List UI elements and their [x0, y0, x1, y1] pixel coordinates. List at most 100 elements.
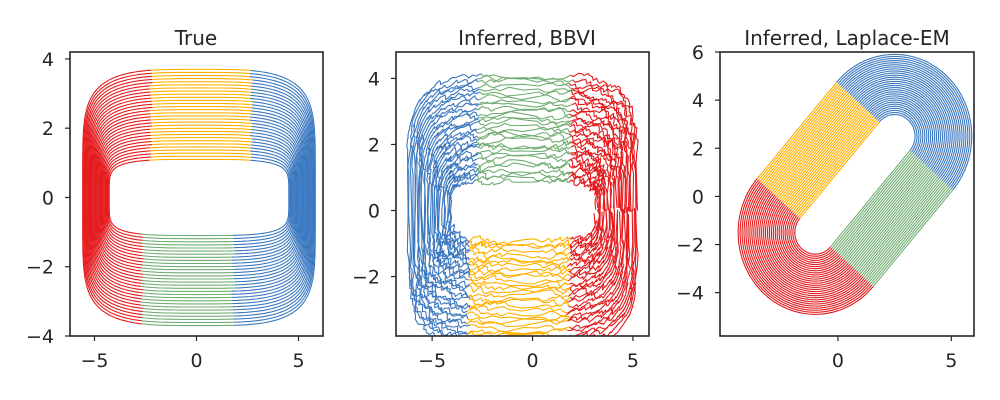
- trajectory-state-3: [251, 122, 301, 198]
- trajectory-state-1: [853, 78, 949, 175]
- trajectory-state-4: [467, 289, 569, 299]
- trajectory-state-3: [567, 211, 622, 303]
- trajectory-state-2: [150, 112, 251, 115]
- trajectory-state-3: [570, 144, 610, 210]
- trajectory-state-1: [83, 72, 152, 322]
- trajectory-state-3: [233, 197, 302, 277]
- trajectory-state-4: [143, 245, 235, 249]
- trajectory-state-2: [478, 117, 571, 127]
- trajectory-state-2: [477, 76, 570, 86]
- trajectory-state-1: [432, 141, 479, 278]
- trajectory-state-4: [833, 152, 914, 250]
- trajectory-state-3: [250, 69, 316, 198]
- trajectory-state-3: [764, 197, 854, 286]
- trajectory-state-1: [103, 141, 152, 254]
- trajectory-state-4: [467, 331, 571, 336]
- trajectory-state-3: [749, 186, 865, 303]
- trajectory-state-2: [151, 124, 252, 128]
- trajectory-state-3: [768, 200, 851, 282]
- trajectory-state-2: [475, 161, 570, 172]
- trajectory-state-4: [142, 310, 234, 314]
- trajectory-state-3: [790, 215, 835, 259]
- trajectory-state-2: [783, 106, 864, 204]
- trajectory-state-2: [476, 82, 572, 89]
- trajectory-state-2: [758, 83, 839, 181]
- trajectory-state-3: [569, 208, 611, 276]
- trajectory-state-2: [152, 78, 253, 81]
- trajectory-state-1: [446, 171, 481, 248]
- trajectory-state-4: [852, 170, 933, 268]
- trajectory-state-1: [443, 166, 477, 254]
- trajectory-state-2: [478, 94, 570, 103]
- trajectory-state-4: [467, 301, 570, 309]
- trajectory-state-2: [150, 149, 250, 152]
- trajectory-state-2: [151, 121, 252, 124]
- trajectory-state-1: [438, 151, 479, 266]
- trajectory-state-2: [476, 174, 570, 183]
- trajectory-state-3: [780, 208, 842, 270]
- trajectory-state-2: [476, 159, 571, 169]
- trajectory-state-3: [753, 189, 862, 299]
- trajectory-state-4: [834, 154, 915, 252]
- trajectory-state-3: [590, 211, 639, 336]
- trajectory-state-3: [250, 132, 298, 198]
- trajectory-state-2: [149, 146, 251, 149]
- trajectory-state-1: [871, 103, 926, 158]
- trajectory-state-2: [476, 130, 569, 139]
- trajectory-state-2: [478, 86, 572, 93]
- trajectory-state-3: [250, 94, 309, 198]
- trajectory-state-2: [756, 82, 838, 179]
- trajectory-state-3: [251, 85, 312, 198]
- trajectory-state-1: [97, 122, 152, 272]
- trajectory-state-2: [777, 101, 858, 199]
- panel-title: True: [174, 26, 217, 50]
- trajectory-state-4: [141, 285, 236, 289]
- trajectory-state-2: [477, 116, 571, 124]
- trajectory-state-2: [476, 106, 570, 117]
- trajectory-state-4: [841, 161, 923, 259]
- trajectory-state-4: [831, 151, 912, 249]
- trajectory-state-3: [566, 211, 626, 316]
- trajectory-state-3: [570, 213, 598, 241]
- y-tick-label: 2: [692, 138, 704, 160]
- trajectory-state-3: [571, 102, 628, 214]
- trajectory-state-1: [836, 53, 973, 191]
- trajectory-state-3: [249, 97, 308, 198]
- x-tick-label: 0: [526, 350, 538, 372]
- trajectory-state-3: [233, 197, 292, 243]
- trajectory-state-1: [865, 95, 934, 164]
- trajectory-state-4: [847, 166, 929, 264]
- trajectory-state-2: [151, 68, 251, 72]
- trajectory-state-3: [786, 212, 837, 264]
- trajectory-state-3: [232, 197, 299, 267]
- panel-title: Inferred, BBVI: [458, 26, 596, 50]
- trajectory-state-2: [480, 73, 571, 80]
- trajectory-state-4: [862, 180, 943, 278]
- trajectory-state-3: [249, 119, 302, 198]
- trajectory-state-2: [781, 105, 863, 203]
- trajectory-state-1: [448, 179, 477, 243]
- trajectory-state-1: [839, 58, 969, 188]
- trajectory-state-2: [152, 106, 252, 109]
- trajectory-state-2: [152, 102, 252, 106]
- trajectory-state-3: [233, 197, 315, 323]
- trajectory-state-3: [251, 138, 296, 198]
- trajectory-state-1: [90, 97, 152, 297]
- trajectory-state-2: [778, 102, 860, 200]
- trajectory-state-1: [96, 119, 152, 275]
- trajectory-state-2: [149, 87, 252, 90]
- trajectory-state-1: [85, 81, 153, 313]
- trajectory-state-2: [780, 103, 861, 201]
- trajectory-state-3: [794, 217, 832, 255]
- trajectory-state-2: [151, 96, 250, 99]
- trajectory-state-2: [149, 109, 252, 112]
- trajectory-state-2: [787, 110, 868, 208]
- trajectory-state-4: [853, 172, 934, 269]
- trajectory-state-3: [249, 150, 293, 198]
- trajectory-state-1: [82, 69, 152, 325]
- tick-labels: −5 0 5 −2 0 2 4: [352, 68, 639, 372]
- trajectory-state-4: [141, 242, 235, 246]
- trajectory-state-1: [95, 116, 151, 278]
- y-tick-label: −2: [26, 257, 54, 279]
- trajectory-state-2: [767, 91, 848, 189]
